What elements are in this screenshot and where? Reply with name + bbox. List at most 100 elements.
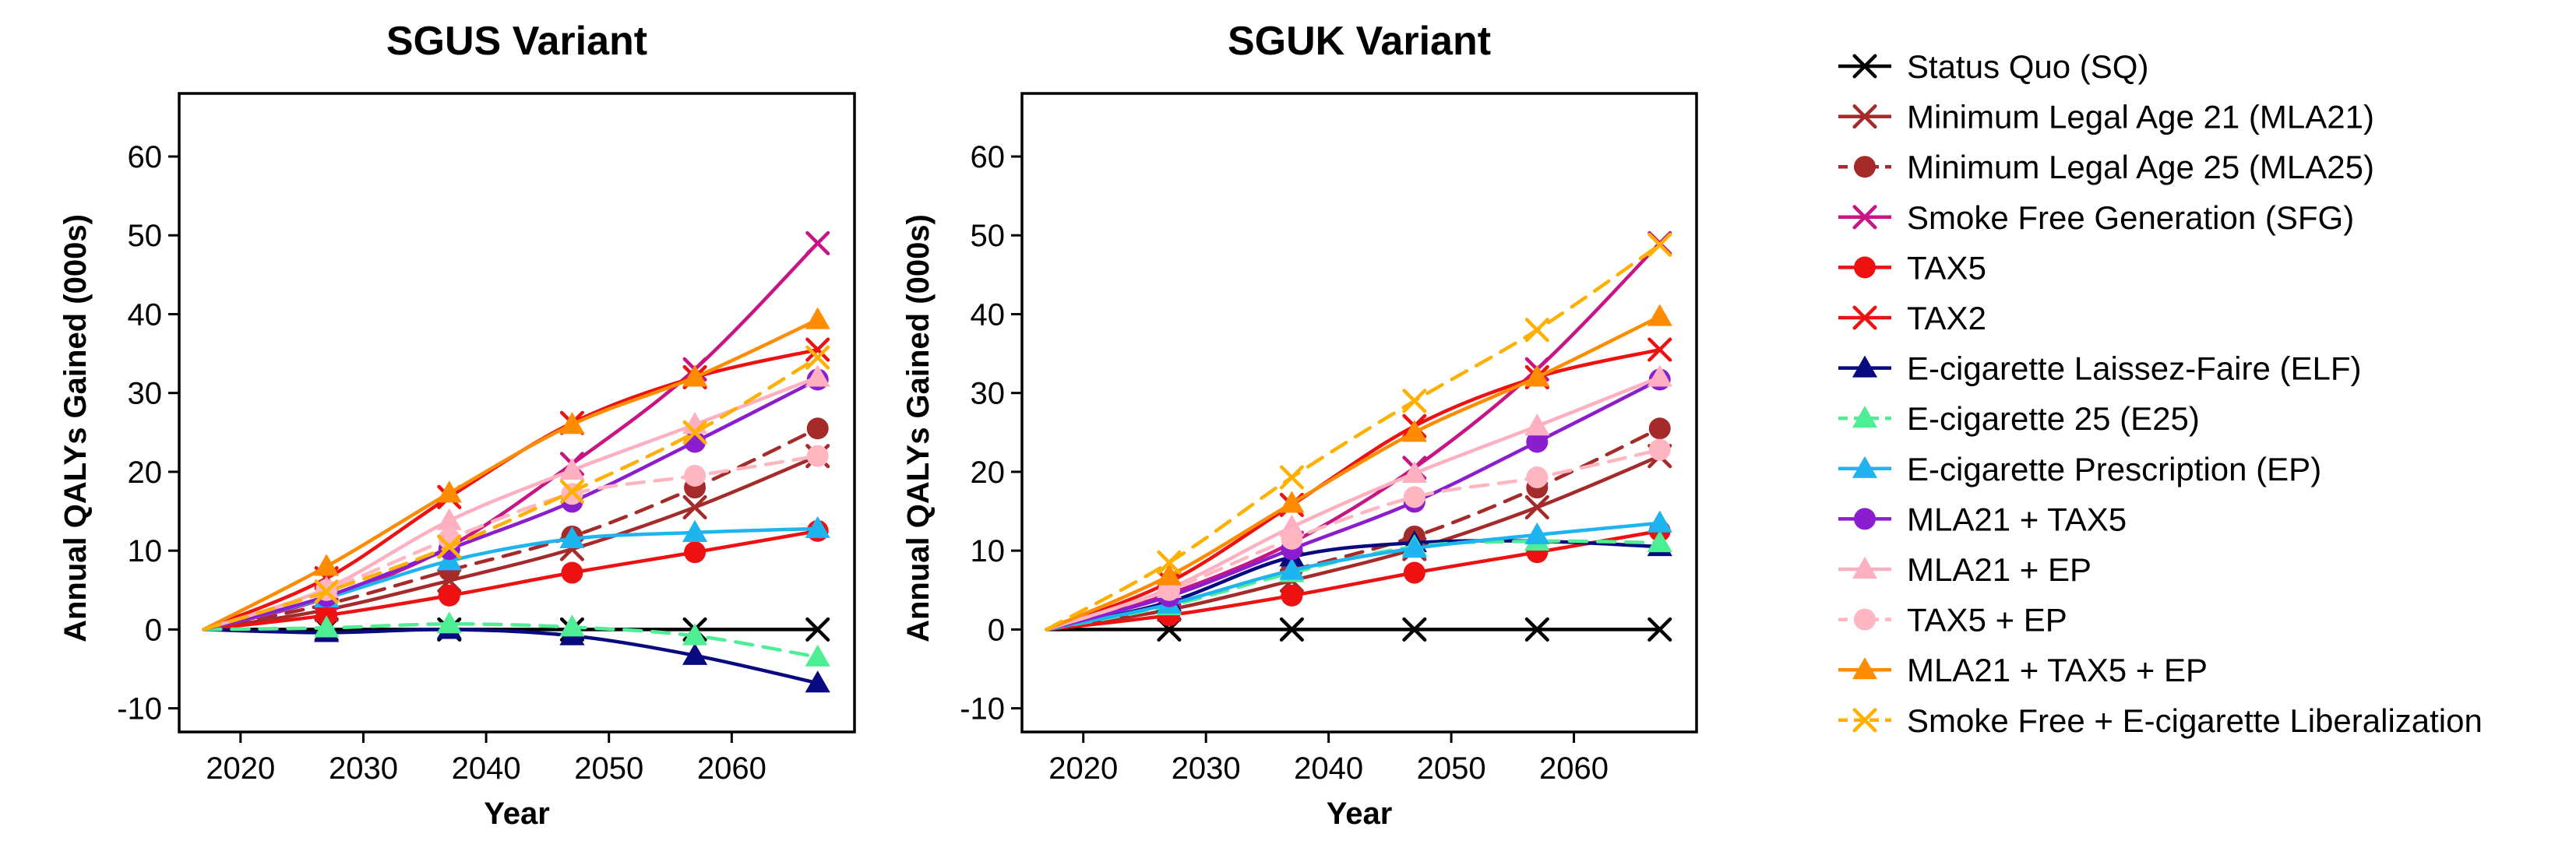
data-point (1157, 550, 1182, 575)
x-tick-label: 2060 (697, 751, 766, 786)
data-point (1403, 486, 1425, 508)
legend-item: Status Quo (SQ) (1838, 48, 2148, 85)
data-point (1647, 364, 1672, 387)
series-mla21-tax5-ep (1045, 304, 1672, 632)
legend-label: Status Quo (SQ) (1907, 48, 2148, 85)
legend-marker (1854, 608, 1876, 631)
series-line (202, 628, 819, 685)
series-mla21-tax5-ep (202, 307, 830, 632)
data-point (1279, 491, 1305, 513)
panel-title: SGUK Variant (1228, 19, 1491, 64)
legend-label: MLA21 + TAX5 + EP (1907, 652, 2208, 688)
series-line (202, 529, 819, 632)
y-tick-label: 40 (128, 297, 163, 332)
x-tick-label: 2060 (1539, 751, 1609, 786)
series-mla21-ep (202, 364, 830, 632)
y-tick-label: 60 (971, 140, 1006, 174)
series-sfg (1045, 230, 1672, 632)
y-tick-label: 30 (128, 377, 163, 411)
data-point (1648, 438, 1671, 461)
legend-label: Minimum Legal Age 21 (MLA21) (1907, 99, 2374, 135)
series-sq (1045, 617, 1672, 642)
data-point (1648, 417, 1671, 440)
series-sfel (202, 345, 830, 632)
data-point (682, 494, 707, 520)
data-point (684, 464, 707, 487)
series-line (1045, 315, 1662, 632)
series-line (1045, 521, 1662, 632)
legend-marker (1854, 156, 1876, 178)
x-tick-label: 2050 (1417, 751, 1486, 786)
legend-item: MLA21 + TAX5 (1838, 501, 2127, 537)
plot-frame (1020, 92, 1698, 734)
panel-title: SGUS Variant (386, 19, 647, 64)
series-line (202, 622, 819, 660)
legend-label: E-cigarette 25 (E25) (1907, 400, 2200, 437)
data-point (561, 561, 583, 584)
legend-label: Smoke Free Generation (SFG) (1907, 199, 2354, 236)
x-tick-label: 2050 (574, 751, 643, 786)
data-point (805, 644, 830, 667)
data-point (559, 412, 585, 435)
data-point (682, 623, 708, 646)
legend-label: TAX2 (1907, 300, 1986, 336)
data-point (1524, 318, 1549, 343)
series-line (202, 241, 819, 632)
data-point (436, 611, 462, 634)
legend-marker (1852, 355, 1878, 378)
data-point (805, 345, 830, 370)
data-point (1402, 617, 1427, 642)
series-line (1045, 378, 1662, 632)
data-point (1401, 460, 1427, 484)
data-point (1647, 337, 1672, 362)
y-tick-label: 50 (128, 219, 163, 253)
data-point (1526, 431, 1549, 453)
series-line (1045, 529, 1662, 632)
data-point (682, 364, 708, 387)
data-point (1647, 304, 1672, 326)
data-point (1524, 494, 1549, 520)
legend-marker (1852, 657, 1878, 680)
legend-label: Minimum Legal Age 25 (MLA25) (1907, 149, 2374, 185)
x-tick-label: 2040 (1294, 751, 1363, 786)
y-axis-title: Annual QALYs Gained (000s) (901, 214, 936, 642)
x-tick-label: 2040 (452, 751, 521, 786)
legend-label: TAX5 (1907, 249, 1986, 286)
legend-label: TAX5 + EP (1907, 602, 2067, 639)
legend-item: TAX5 + EP (1838, 602, 2067, 639)
y-tick-label: 20 (971, 456, 1006, 490)
y-tick-label: 20 (128, 456, 163, 490)
data-point (314, 554, 340, 576)
legend-marker (1852, 456, 1878, 478)
legend-label: E-cigarette Prescription (EP) (1907, 451, 2321, 487)
x-axis-title: Year (1327, 797, 1393, 831)
y-tick-label: -10 (960, 692, 1005, 727)
series-line (1045, 347, 1662, 632)
legend-item: E-cigarette 25 (E25) (1838, 400, 2200, 437)
data-point (682, 519, 708, 542)
series-line (1045, 448, 1662, 632)
y-tick-label: 10 (128, 534, 163, 568)
data-point (559, 479, 584, 504)
legend-marker (1852, 305, 1877, 330)
series-tax5 (202, 519, 829, 632)
data-point (805, 230, 830, 255)
legend-label: MLA21 + TAX5 (1907, 501, 2127, 537)
data-point (682, 642, 708, 665)
y-tick-label: -10 (117, 692, 162, 727)
series-line (202, 355, 819, 632)
legend-item: MLA21 + EP (1838, 551, 2091, 588)
data-point (1401, 420, 1427, 442)
data-point (559, 614, 585, 637)
series-sfel (1045, 232, 1672, 632)
data-point (314, 579, 339, 604)
series-line (202, 454, 819, 632)
data-point (1647, 510, 1672, 533)
data-point (437, 534, 462, 559)
legend-item: MLA21 + TAX5 + EP (1838, 652, 2208, 688)
legend-item: E-cigarette Prescription (EP) (1838, 451, 2321, 487)
data-point (436, 508, 462, 530)
y-tick-label: 60 (128, 140, 163, 174)
